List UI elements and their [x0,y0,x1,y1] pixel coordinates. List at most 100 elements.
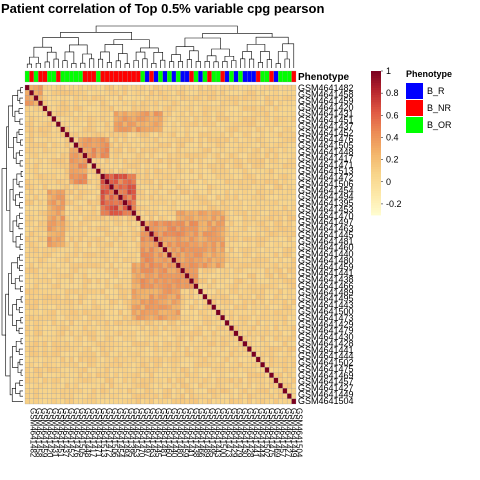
column-label: GSM4641395 [126,408,135,458]
heatmap-cell [286,267,292,274]
heatmap-cell [264,199,270,206]
heatmap-cell [207,163,212,169]
heatmap-cell [91,95,97,101]
heatmap-cell [273,236,279,243]
heatmap-cell [273,341,279,347]
heatmap-cell [193,377,199,384]
row-dendrogram-branch [17,89,21,101]
heatmap-cell [113,231,119,237]
heatmap-cell [29,377,35,384]
heatmap-cell [229,194,234,201]
color-legend-segment [371,73,381,77]
heatmap-cell [144,226,150,232]
heatmap-cell [104,288,110,295]
heatmap-cell [291,299,297,305]
heatmap-cell [82,163,88,169]
heatmap-cell [264,246,270,253]
heatmap-cell [211,377,217,384]
heatmap-cell [95,304,101,310]
heatmap-cell [51,236,57,243]
heatmap-cell [118,257,123,263]
heatmap-cell [47,377,52,384]
heatmap-cell [238,105,243,112]
heatmap-cell [78,346,83,352]
heatmap-cell [207,252,212,258]
heatmap-cell [162,116,168,122]
heatmap-cell [47,163,52,169]
heatmap-cell [286,215,292,222]
heatmap-cell [224,111,230,117]
heatmap-cell [175,131,181,138]
heatmap-cell [251,121,257,127]
heatmap-cell [175,215,181,222]
heatmap-cell [113,126,119,133]
heatmap-cell [273,84,279,91]
heatmap-cell [149,236,154,243]
heatmap-cell [189,137,194,143]
heatmap-cell [247,236,252,243]
heatmap-cell [38,304,43,310]
heatmap-cell [64,205,70,211]
heatmap-cell [198,84,203,91]
heatmap-cell [215,351,221,358]
heatmap-cell [60,356,66,363]
heatmap-cell [29,226,35,232]
heatmap-cell [38,351,43,358]
heatmap-cell [118,168,123,175]
heatmap-cell [242,388,248,394]
heatmap-cell [207,304,212,310]
heatmap-cell [233,283,239,290]
heatmap-cell [29,351,35,358]
heatmap-cell [29,299,35,305]
heatmap-cell [55,262,61,269]
heatmap-cell [158,283,163,290]
heatmap-cell [255,398,261,405]
heatmap-cell [91,257,97,263]
heatmap-cell [24,231,30,237]
heatmap-cell [247,273,252,279]
heatmap-cell [51,351,57,358]
heatmap-cell [282,231,288,237]
heatmap-cell [64,325,70,331]
heatmap-cell [60,262,66,269]
heatmap-cell [55,246,61,253]
heatmap-cell [162,314,168,321]
heatmap-cell [131,184,137,190]
heatmap-cell [38,356,43,363]
heatmap-cell [60,351,66,358]
heatmap-cell [207,382,212,389]
heatmap-cell [104,147,110,154]
heatmap-cell [38,314,43,321]
heatmap-cell [73,100,79,107]
heatmap-cell [238,299,243,305]
heatmap-cell [242,278,248,284]
heatmap-cell [220,356,226,363]
heatmap-cell [247,335,252,342]
heatmap-cell [47,388,52,394]
heatmap-cell [42,105,48,112]
heatmap-cell [113,325,119,331]
heatmap-cell [229,147,234,154]
annotation-cell [55,70,61,83]
heatmap-cell [264,116,270,122]
heatmap-cell [140,168,146,175]
heatmap-cell [278,367,283,373]
heatmap-cell [180,314,186,321]
heatmap-cell [109,273,114,279]
heatmap-cell [69,205,74,211]
heatmap-cell [127,147,132,154]
heatmap-cell [158,84,163,91]
heatmap-cell [211,199,217,206]
color-legend-segment [371,159,381,163]
heatmap-cell [278,241,283,248]
heatmap-cell [95,121,101,127]
heatmap-cell [242,90,248,96]
heatmap-cell [127,314,132,321]
heatmap-cell [73,231,79,237]
heatmap-cell [273,294,279,300]
heatmap-cell [122,377,128,384]
heatmap-cell [233,220,239,227]
heatmap-cell [144,194,150,201]
heatmap-cell [282,388,288,394]
heatmap-cell [233,163,239,169]
